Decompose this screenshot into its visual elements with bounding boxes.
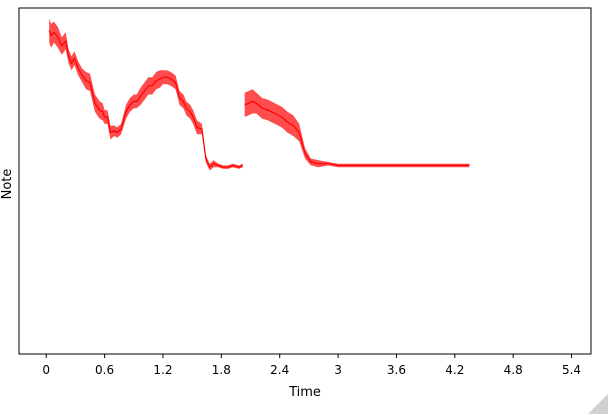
x-axis-label: Time [288,385,321,400]
x-tick-label: 0.6 [95,363,114,377]
pitch-line [48,30,243,168]
x-tick-label: 5.4 [562,363,581,377]
plot-area [19,8,591,354]
x-tick-label: 1.2 [153,363,172,377]
pitch-band [49,18,243,171]
x-axis: 0 0.6 1.2 1.8 2.4 3 3.6 4.2 4.8 5.4 [42,354,581,377]
resize-grip[interactable] [588,394,608,414]
plot-frame [18,7,592,355]
pitch-line [244,100,470,166]
x-tick-label: 1.8 [212,363,231,377]
x-tick-label: 3.6 [387,363,406,377]
y-axis-label: Note [0,169,15,200]
series-layer [48,18,470,171]
x-tick-label: 4.8 [504,363,523,377]
x-tick-label: 3 [334,363,342,377]
pitch-band [244,89,470,168]
x-tick-label: 4.2 [445,363,464,377]
x-tick-label: 0 [42,363,50,377]
x-tick-label: 2.4 [270,363,289,377]
